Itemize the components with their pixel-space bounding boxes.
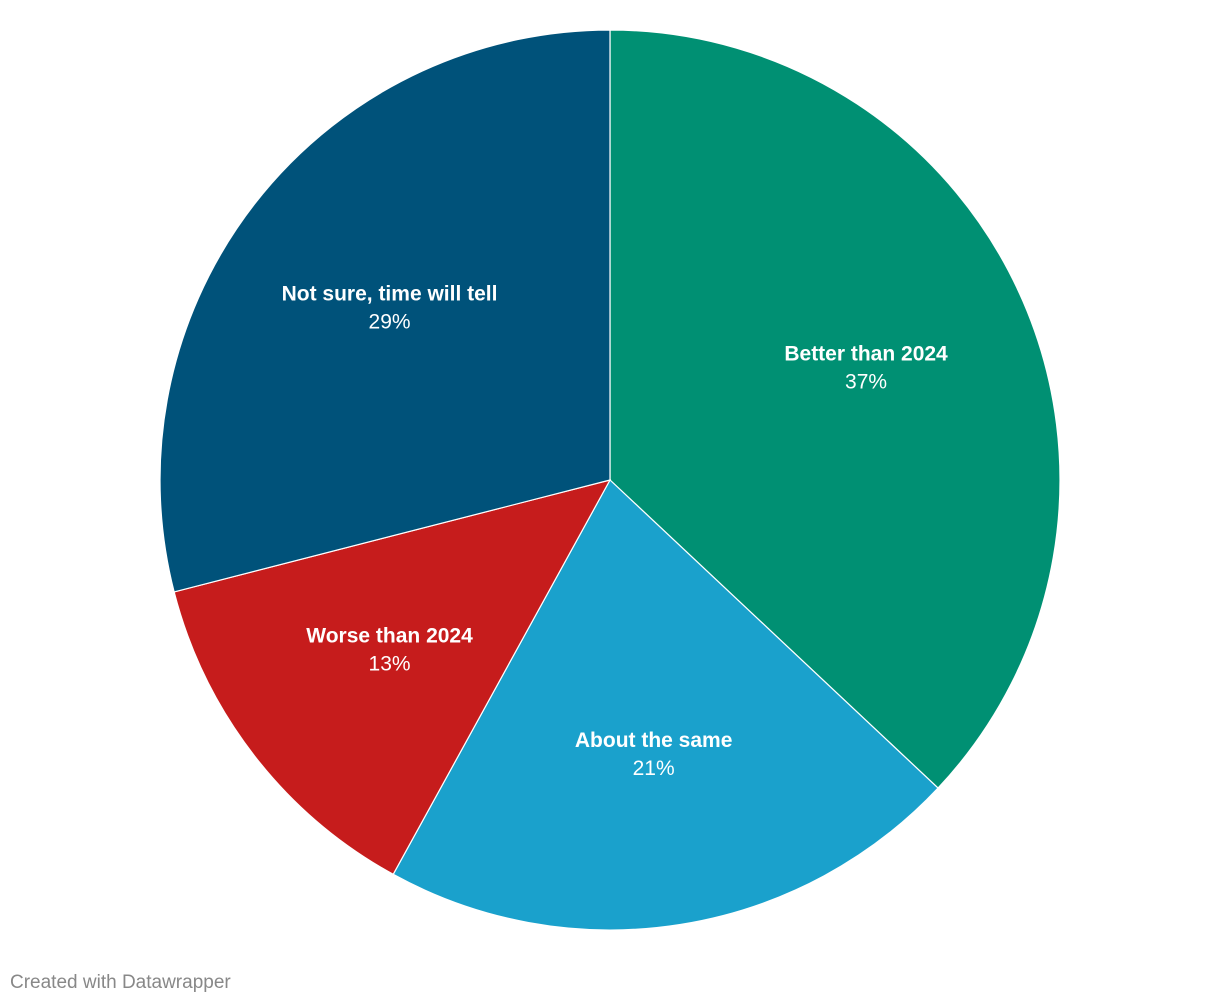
slice-value: 37% bbox=[845, 371, 887, 394]
slice-label: About the same bbox=[575, 729, 733, 752]
slice-value: 13% bbox=[369, 653, 411, 676]
slice-value: 21% bbox=[633, 757, 675, 780]
pie-slice bbox=[159, 29, 611, 593]
pie-slice bbox=[609, 29, 1061, 789]
pie-slice bbox=[392, 479, 939, 931]
slice-label: Better than 2024 bbox=[784, 343, 948, 366]
slice-value: 29% bbox=[369, 311, 411, 334]
footer: Created with Datawrapper bbox=[10, 972, 231, 993]
slice-label: Not sure, time will tell bbox=[282, 283, 498, 306]
pie-slice bbox=[173, 479, 612, 876]
slice-label: Worse than 2024 bbox=[306, 625, 473, 648]
